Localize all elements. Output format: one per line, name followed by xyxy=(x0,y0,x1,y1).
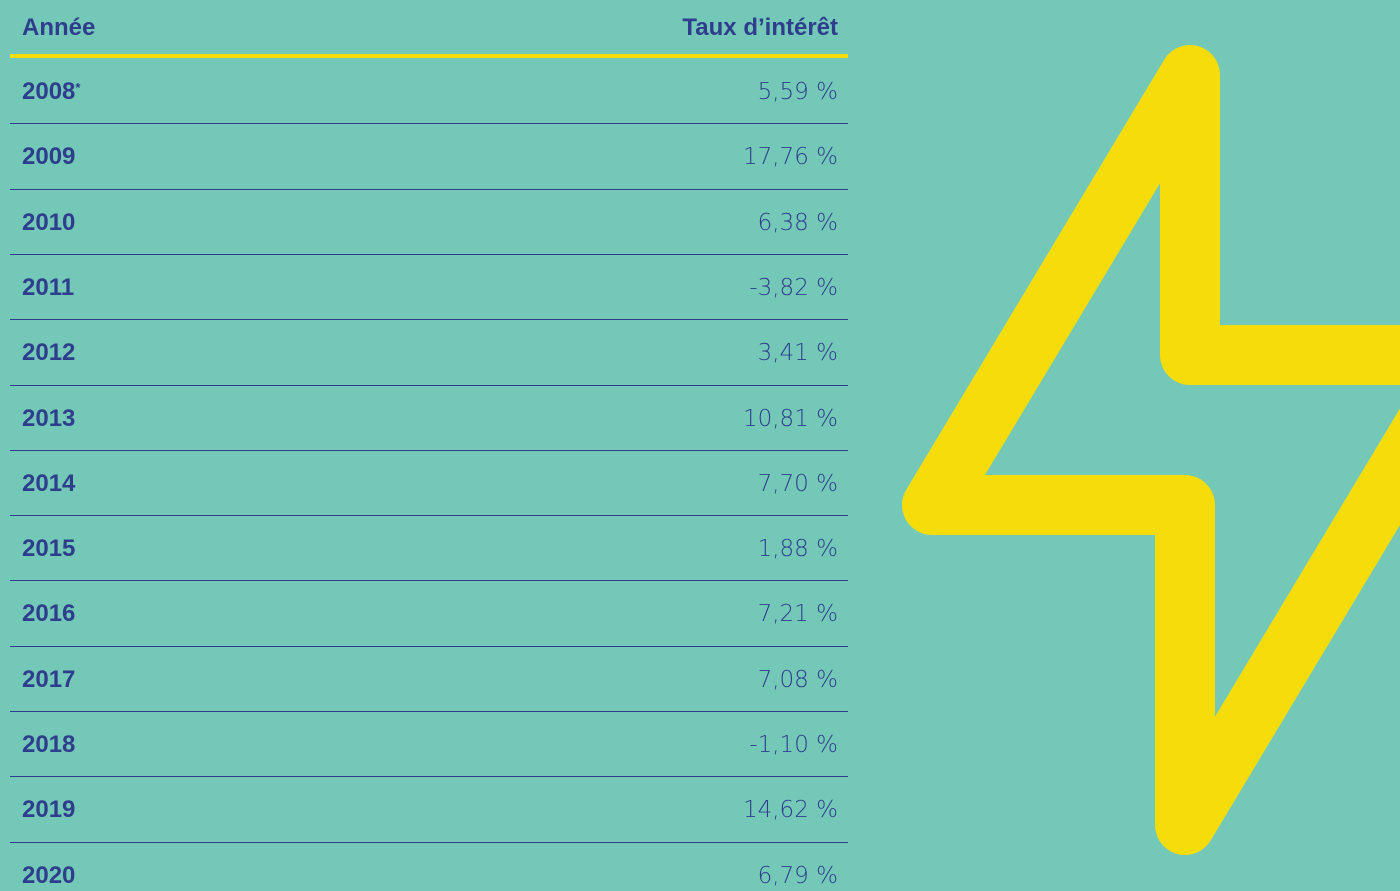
row-rule xyxy=(10,515,848,516)
footnote-marker: * xyxy=(75,80,81,95)
year: 2011 xyxy=(22,273,74,303)
row-rule xyxy=(10,254,848,255)
bolt xyxy=(902,45,1400,855)
year: 2015 xyxy=(22,534,75,564)
row-rule xyxy=(10,189,848,190)
bolt-icon xyxy=(902,45,1400,855)
year: 2013 xyxy=(22,404,75,434)
year: 2019 xyxy=(22,795,75,825)
row-rule xyxy=(10,842,848,843)
row-rule xyxy=(10,385,848,386)
rate: 5,59 % xyxy=(757,79,838,105)
rate: 14,62 % xyxy=(742,797,838,824)
year-text: 2012 xyxy=(22,339,76,367)
year-text: 2013 xyxy=(22,404,76,432)
year-text: 2019 xyxy=(22,796,76,824)
year: 2008* xyxy=(22,77,80,107)
year-text: 2015 xyxy=(22,535,76,563)
year-text: 2014 xyxy=(22,469,76,497)
rate: 10,81 % xyxy=(742,405,838,432)
year-text: 2009 xyxy=(22,143,76,171)
rate: 17,76 % xyxy=(742,144,838,171)
rate: 1,88 % xyxy=(757,536,838,563)
year-text: 2017 xyxy=(22,665,76,693)
year-text: 2016 xyxy=(22,600,76,628)
row-rule xyxy=(10,319,848,320)
row-rule xyxy=(10,450,848,451)
rate: 6,79 % xyxy=(757,862,838,889)
year: 2020 xyxy=(22,861,75,891)
row-rule xyxy=(10,580,848,581)
rate: -1,10 % xyxy=(749,732,838,758)
year: 2016 xyxy=(22,599,75,629)
rate: 7,70 % xyxy=(757,470,838,497)
year-text: 2011 xyxy=(22,273,75,301)
rate: 6,38 % xyxy=(757,209,838,236)
year: 2014 xyxy=(22,469,75,499)
year-text: 2020 xyxy=(22,861,76,889)
rate: -3,82 % xyxy=(749,274,838,301)
year: 2009 xyxy=(22,142,75,172)
year: 2018 xyxy=(22,730,75,760)
row-rule xyxy=(10,711,848,712)
year: 2010 xyxy=(22,208,75,238)
rate: 3,41 % xyxy=(757,340,838,367)
header-rule xyxy=(10,54,848,58)
row-rule xyxy=(10,123,848,124)
row-rule xyxy=(10,646,848,647)
row-rule xyxy=(10,776,848,777)
year-text: 2010 xyxy=(22,208,76,236)
rate: 7,08 % xyxy=(757,666,838,693)
year: 2012 xyxy=(22,338,75,368)
year-text: 2018 xyxy=(22,731,76,758)
rate: 7,21 % xyxy=(757,601,838,628)
header-year: Année xyxy=(22,14,96,41)
year: 2017 xyxy=(22,665,75,695)
year-text: 2008 xyxy=(22,78,76,105)
header-rate: Taux d’intérêt xyxy=(682,14,838,41)
